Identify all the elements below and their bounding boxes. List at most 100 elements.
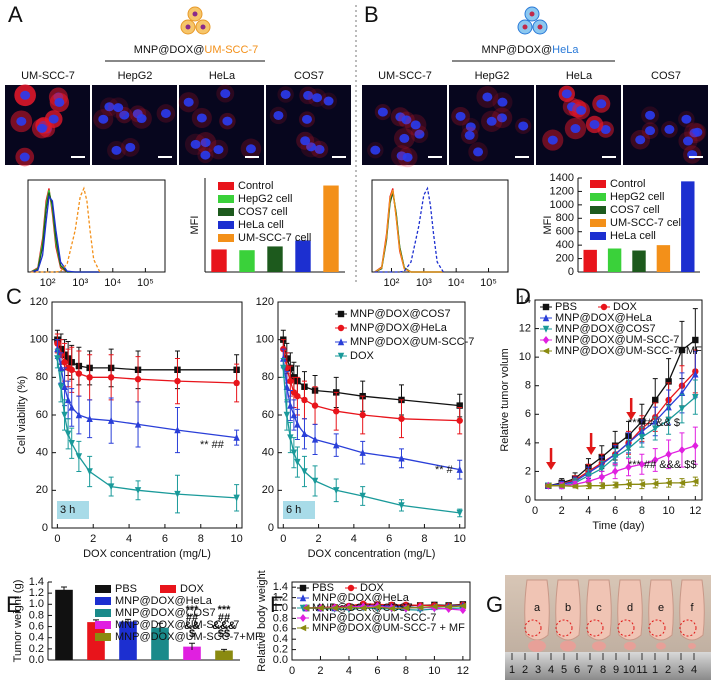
legend-label: DOX: [180, 583, 205, 595]
marker: [69, 367, 75, 373]
legend-swatch: [160, 585, 176, 593]
legend-label: MNP@DOX@COS7: [350, 308, 451, 320]
nucleus: [403, 153, 413, 162]
y-tick-label: 100: [30, 334, 48, 346]
cell-label: HeLa: [209, 70, 236, 82]
marker: [301, 397, 307, 403]
panel-letter: G: [486, 592, 503, 617]
y-tick-label: 8: [525, 380, 531, 392]
y-tick-label: 0.0: [273, 654, 288, 666]
x-tick-label: 2: [316, 533, 322, 545]
legend-label: MNP@DOX@UM-SCC-7+MF: [555, 345, 702, 357]
x-tick-label: 6: [386, 533, 392, 545]
x-tick-label: 10⁵: [137, 277, 154, 289]
x-tick-label: 12: [689, 505, 701, 517]
marker: [287, 378, 293, 384]
nucleus: [635, 135, 645, 144]
x-tick-label: 10⁴: [448, 277, 465, 289]
ruler-label: 7: [587, 664, 593, 676]
nucleus: [681, 115, 691, 124]
bar: [267, 246, 282, 272]
nucleus: [300, 136, 310, 145]
mouse-label: d: [627, 602, 633, 614]
y-tick-label: 800: [556, 212, 574, 224]
title-target: HeLa: [552, 44, 579, 56]
ruler-label: 8: [600, 664, 606, 676]
nucleus: [312, 93, 322, 102]
y-tick-label: 1.4: [273, 581, 288, 593]
marker: [312, 402, 318, 408]
marker: [86, 374, 92, 380]
annotation: ** ##: [200, 439, 225, 451]
x-tick-label: 8: [403, 665, 409, 677]
annotation: 6 h: [286, 504, 301, 516]
y-tick-label: 400: [556, 239, 574, 251]
legend-marker: [543, 304, 549, 310]
x-tick-label: 10²: [384, 277, 400, 289]
y-tick-label: 40: [262, 447, 274, 459]
cell-label: HepG2: [475, 70, 510, 82]
x-tick-label: 4: [351, 533, 357, 545]
ruler-label: 4: [548, 664, 554, 676]
legend-swatch: [590, 206, 606, 214]
nucleus: [184, 98, 194, 107]
marker: [457, 417, 463, 423]
bar: [632, 251, 645, 272]
annotation: 3 h: [60, 504, 75, 516]
y-tick-label: 1000: [550, 199, 574, 211]
y-tick-label: 20: [262, 484, 274, 496]
tumor: [560, 641, 576, 652]
legend-swatch: [590, 232, 606, 240]
y-tick-label: 1.0: [29, 598, 44, 610]
marker: [76, 370, 82, 376]
y-tick-label: 40: [36, 447, 48, 459]
mouse-label: c: [596, 602, 602, 614]
nucleus: [590, 120, 600, 129]
cell-label: UM-SCC-7: [21, 70, 75, 82]
y-axis-label: Relative tumor volum: [499, 348, 511, 451]
legend-marker: [338, 311, 344, 317]
title-prefix: MNP@DOX@: [482, 44, 553, 56]
ruler-label: 9: [613, 664, 619, 676]
bar: [55, 590, 73, 660]
ruler-label: 2: [522, 664, 528, 676]
x-tick-label: 8: [421, 533, 427, 545]
cell-label: HepG2: [118, 70, 153, 82]
nucleus: [664, 125, 674, 134]
nucleus: [378, 108, 388, 117]
x-tick-label: 6: [374, 665, 380, 677]
nucleus: [302, 115, 312, 124]
nucleus: [596, 99, 606, 108]
legend-swatch: [95, 597, 111, 605]
legend-swatch: [95, 621, 111, 629]
legend-swatch: [218, 208, 234, 216]
nucleus: [37, 124, 47, 133]
nucleus: [645, 126, 655, 135]
x-tick-label: 10²: [40, 277, 56, 289]
x-tick-label: 10: [230, 533, 242, 545]
legend-marker: [300, 585, 306, 591]
legend-label: MNP@DOX@UM-SCC-7: [350, 336, 474, 348]
x-tick-label: 2: [317, 665, 323, 677]
marker: [652, 397, 658, 403]
nucleus: [370, 146, 380, 155]
y-tick-label: 100: [256, 334, 274, 346]
nucleus: [213, 145, 223, 154]
annotation: ** #: [435, 464, 454, 476]
nucleus: [273, 111, 283, 120]
nucleus: [645, 111, 655, 120]
legend-swatch: [218, 234, 234, 242]
y-axis-label: Cell viability (%): [16, 376, 28, 454]
x-tick-label: 4: [585, 505, 591, 517]
x-tick-label: 12: [457, 665, 469, 677]
tumor: [688, 643, 696, 649]
x-axis-label: Time (day): [592, 520, 644, 532]
x-tick-label: 0: [280, 533, 286, 545]
ruler-label: 11: [636, 664, 647, 676]
nucleus: [548, 136, 558, 145]
ruler-label: 1: [652, 664, 658, 676]
y-tick-label: 20: [36, 484, 48, 496]
y-tick-label: 0.6: [29, 620, 44, 632]
